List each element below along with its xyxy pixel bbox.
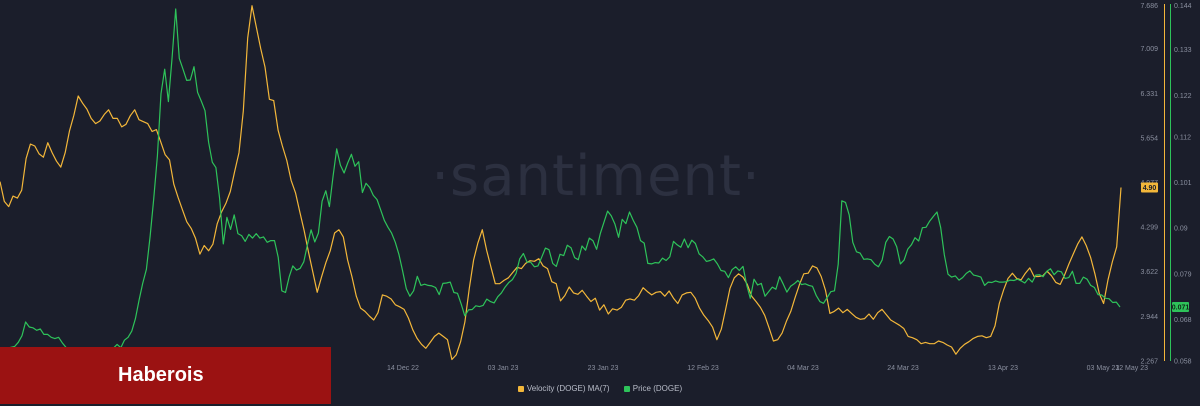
price-tick-label: 0.09 bbox=[1174, 226, 1188, 233]
velocity-tick-label: 6.331 bbox=[1140, 91, 1158, 98]
legend: Velocity (DOGE) MA(7) Price (DOGE) bbox=[0, 384, 1200, 394]
legend-item-price[interactable]: Price (DOGE) bbox=[623, 384, 683, 393]
velocity-tick-label: 2.267 bbox=[1140, 359, 1158, 366]
velocity-current-value: 4.90 bbox=[1143, 185, 1157, 192]
velocity-tick-label: 3.622 bbox=[1140, 269, 1158, 276]
santiment-watermark: ·santiment· bbox=[431, 144, 761, 209]
velocity-tick-label: 7.009 bbox=[1140, 46, 1158, 53]
legend-item-velocity[interactable]: Velocity (DOGE) MA(7) bbox=[517, 384, 610, 393]
date-tick-label: 03 Jan 23 bbox=[488, 365, 519, 372]
date-tick-label: 14 Dec 22 bbox=[387, 365, 419, 372]
price-tick-label: 0.144 bbox=[1174, 3, 1192, 10]
price-current-value: 0.071 bbox=[1172, 305, 1190, 312]
velocity-tick-label: 5.654 bbox=[1140, 135, 1158, 142]
date-tick-label: 12 Feb 23 bbox=[687, 365, 719, 372]
haberois-caption-badge: Haberois bbox=[0, 347, 331, 404]
price-tick-label: 0.068 bbox=[1174, 317, 1192, 324]
price-axis: 0.058 0.068 0.079 0.09 0.101 0.112 0.122 0.133 0… bbox=[1174, 3, 1192, 366]
price-tick-label: 0.058 bbox=[1174, 359, 1192, 366]
velocity-current-value-bg bbox=[1141, 182, 1158, 193]
legend-price-label: Price (DOGE) bbox=[632, 384, 683, 393]
date-tick-label: 23 Jan 23 bbox=[588, 365, 619, 372]
price-tick-label: 0.122 bbox=[1174, 93, 1192, 100]
velocity-tick-label: 7.686 bbox=[1140, 3, 1158, 10]
velocity-swatch bbox=[517, 385, 524, 392]
date-tick-label: 03 May 23 bbox=[1087, 365, 1120, 372]
velocity-tick-label: 4.299 bbox=[1140, 225, 1158, 232]
price-tick-label: 0.079 bbox=[1174, 271, 1192, 278]
date-tick-label: 13 Apr 23 bbox=[988, 365, 1018, 372]
date-tick-label: 12 May 23 bbox=[1115, 365, 1148, 372]
legend-velocity-label: Velocity (DOGE) MA(7) bbox=[526, 384, 610, 393]
price-tick-label: 0.112 bbox=[1174, 134, 1191, 141]
date-tick-label: 24 Mar 23 bbox=[887, 365, 919, 372]
price-tick-label: 0.101 bbox=[1174, 180, 1192, 187]
velocity-tick-label: 2.944 bbox=[1140, 314, 1158, 321]
date-tick-label: 04 Mar 23 bbox=[787, 365, 819, 372]
price-series-line bbox=[0, 8, 1121, 357]
price-current-value-bg bbox=[1172, 302, 1189, 313]
haberois-caption: Haberois bbox=[118, 364, 204, 386]
velocity-series-line bbox=[0, 5, 1122, 361]
price-swatch bbox=[623, 385, 630, 392]
price-tick-label: 0.133 bbox=[1174, 47, 1192, 54]
